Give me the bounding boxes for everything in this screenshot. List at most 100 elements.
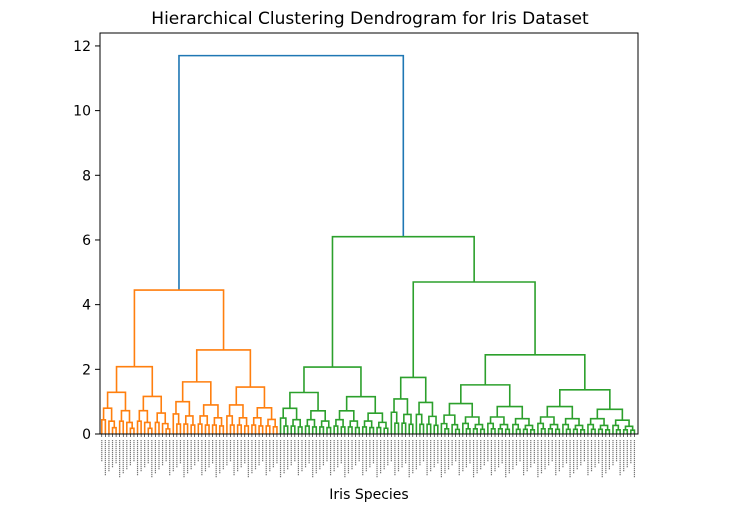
dendrogram-link-77 [378,421,387,429]
plot-frame [99,32,639,435]
dendrogram-link-96 [448,402,474,418]
dendrogram-link-37 [226,415,234,434]
dendrogram-link-49 [331,235,475,368]
dendrogram-link-97 [443,414,456,425]
dendrogram-link-10 [129,427,135,434]
dendrogram-link-71 [347,426,353,434]
dendrogram-link-88 [418,401,434,417]
dendrogram-link-6 [111,426,117,434]
dendrogram-link-5 [108,420,116,434]
dendrogram-link-89 [415,413,423,434]
dendrogram-link-112 [499,423,509,430]
dendrogram-link-87 [408,423,414,434]
dendrogram-link-2 [106,391,127,411]
dendrogram-link-130 [562,423,570,434]
dendrogram-link-122 [546,405,574,419]
dendrogram-link-7 [120,409,131,423]
dendrogram-link-116 [512,423,520,434]
dendrogram-link-64 [326,426,332,434]
dendrogram-link-102 [464,416,480,425]
dendrogram-link-26 [183,423,189,434]
dendrogram-link-62 [320,420,330,428]
dendrogram-link-41 [243,425,250,434]
dendrogram-link-135 [596,408,624,421]
dendrogram-link-115 [514,417,530,426]
dendrogram-link-118 [524,424,534,430]
y-tick-label: 2 [82,362,91,378]
dendrogram-link-103 [462,422,469,434]
dendrogram-link-79 [383,427,389,434]
dendrogram-link-13 [136,420,142,434]
dendrogram-link-92 [426,423,432,434]
y-tick-label: 12 [73,39,91,55]
dendrogram-link-14 [143,421,151,434]
dendrogram-link-0 [133,289,225,367]
dendrogram-link-125 [540,427,546,434]
dendrogram-link-84 [394,422,400,434]
dendrogram-link-140 [597,428,604,434]
dendrogram-link-63 [319,426,325,434]
dendrogram-link-69 [340,426,346,434]
dendrogram-link-144 [615,428,621,434]
dendrogram-link-46 [267,418,276,427]
dendrogram-root-link [178,54,405,291]
dendrogram-link-38 [229,424,235,434]
dendrogram-link-91 [428,415,437,426]
dendrogram-link-114 [504,428,511,434]
dendrogram-link-120 [529,428,536,434]
dendrogram-link-142 [614,419,630,427]
dendrogram-link-101 [454,428,461,434]
y-tick-label: 10 [73,104,91,120]
dendrogram-link-78 [376,426,382,434]
dendrogram-link-24 [176,423,182,434]
dendrogram-link-104 [465,427,471,434]
dendrogram-link-21 [181,381,212,405]
x-axis-leaf-labels [101,434,636,478]
dendrogram-link-132 [574,424,584,430]
dendrogram-link-8 [118,420,125,434]
dendrogram-link-74 [363,420,373,428]
y-tick-label: 8 [82,168,91,184]
dendrogram-link-57 [297,426,303,434]
dendrogram-link-124 [537,422,545,434]
dendrogram-link-20 [195,349,252,388]
chart-title: Hierarchical Clustering Dendrogram for I… [151,9,589,29]
dendrogram-link-47 [265,425,271,434]
dendrogram-link-48 [272,425,278,434]
dendrogram-link-16 [156,412,167,424]
dendrogram-link-25 [184,415,194,426]
dendrogram-link-67 [335,418,344,427]
dendrogram-link-100 [451,423,459,434]
dendrogram-link-121 [559,388,611,410]
dendrogram-link-15 [147,427,153,434]
dendrogram-link-35 [235,386,266,408]
dendrogram-link-66 [338,410,355,422]
dendrogram-link-72 [354,426,360,434]
dendrogram-link-107 [479,428,486,434]
dendrogram-link-133 [572,428,579,434]
y-tick-label: 6 [82,233,91,249]
dendrogram-link-65 [345,395,377,414]
dendrogram-link-85 [403,413,412,425]
dendrogram-link-44 [251,424,257,434]
dendrogram-link-54 [283,425,289,434]
dendrogram-link-42 [256,407,273,420]
dendrogram-link-4 [100,418,107,434]
dendrogram-link-23 [172,413,180,434]
dendrogram-link-30 [197,423,203,434]
dendrogram-link-58 [310,410,327,422]
dendrogram-link-90 [419,423,425,434]
dendrogram-link-11 [142,395,163,414]
dendrogram-link-110 [487,422,495,434]
dendrogram-link-146 [622,428,629,434]
dendrogram-link-22 [175,400,191,416]
dendrogram-link-126 [549,423,559,430]
dendrogram-link-17 [154,421,160,434]
dendrogram-link-129 [564,417,580,426]
dendrogram-link-34 [218,425,225,434]
dendrogram-link-95 [460,384,511,407]
y-tick-label: 4 [82,298,91,314]
dendrogram-link-28 [202,404,219,418]
dendrogram-link-145 [624,425,634,431]
dendrogram-link-50 [303,366,362,397]
